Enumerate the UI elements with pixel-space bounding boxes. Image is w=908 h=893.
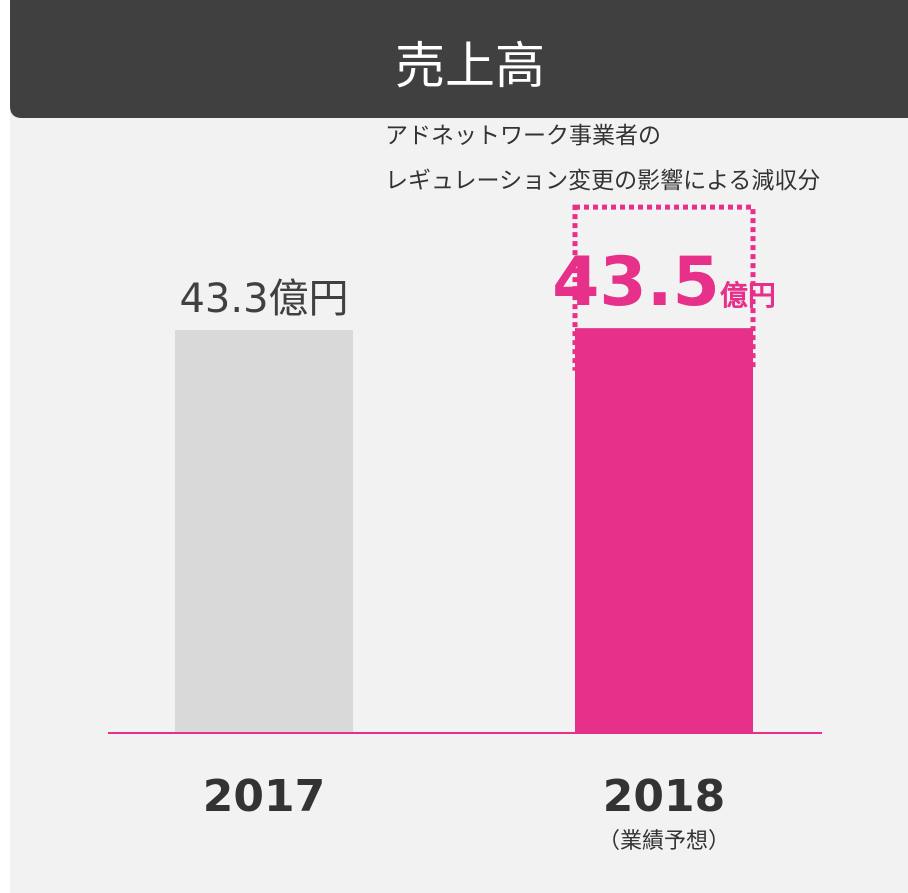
value-unit: 億円 bbox=[269, 276, 349, 322]
reduction-box bbox=[572, 204, 756, 371]
x-tick-label: 2017 bbox=[203, 771, 325, 822]
background bbox=[10, 0, 908, 893]
value-number: 43.5 bbox=[552, 243, 720, 322]
value-unit: 億円 bbox=[720, 279, 776, 312]
bar bbox=[575, 328, 753, 733]
value-number: 43.3 bbox=[179, 276, 268, 322]
header bbox=[10, 0, 908, 118]
category-note: （業績予想） bbox=[598, 829, 730, 854]
chart-title: 売上高 bbox=[395, 37, 545, 95]
x-tick-label: 2018 bbox=[603, 771, 725, 822]
annotation: アドネットワーク事業者の bbox=[385, 123, 661, 149]
value-label: 43.5億円 bbox=[552, 243, 776, 322]
value-label: 43.3億円 bbox=[179, 276, 348, 322]
annotation: レギュレーション変更の影響による減収分 bbox=[385, 168, 820, 194]
bar bbox=[175, 330, 353, 733]
